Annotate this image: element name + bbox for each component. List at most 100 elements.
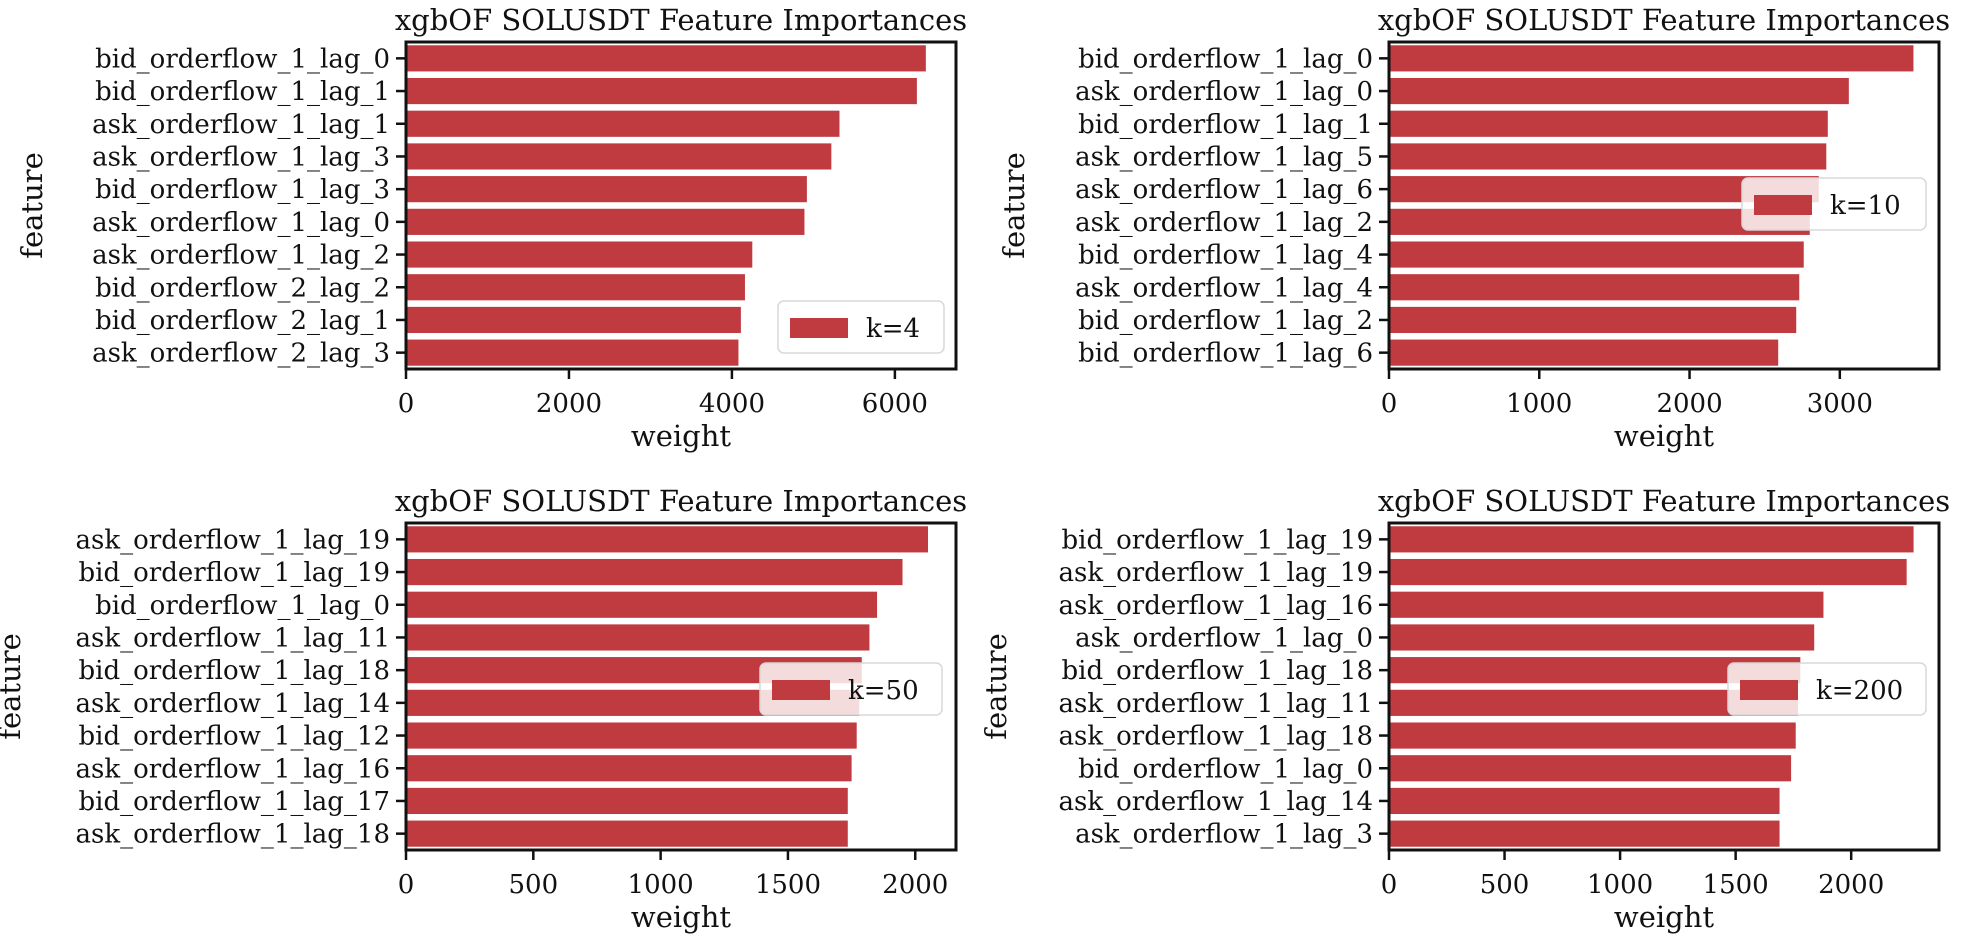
y-axis-label: feature <box>15 152 49 259</box>
y-axis-label: feature <box>997 152 1031 259</box>
y-tick-label: ask_orderflow_1_lag_3 <box>1075 820 1373 850</box>
bar <box>406 241 753 268</box>
y-tick-label: bid_orderflow_1_lag_0 <box>1078 44 1373 74</box>
x-tick-label: 0 <box>1381 870 1398 900</box>
chart-title: xgbOF SOLUSDT Feature Importances <box>1378 484 1950 518</box>
bar <box>1389 306 1797 334</box>
x-axis-label: weight <box>1614 419 1715 453</box>
y-tick-label: bid_orderflow_1_lag_12 <box>79 722 390 752</box>
bar <box>406 45 926 72</box>
x-tick-label: 0 <box>398 870 415 900</box>
bar <box>1389 45 1914 72</box>
x-tick-label: 1000 <box>628 870 694 900</box>
y-tick-label: ask_orderflow_1_lag_16 <box>1059 591 1373 621</box>
y-tick-label: bid_orderflow_2_lag_1 <box>95 306 390 336</box>
bar <box>406 624 870 651</box>
x-tick-label: 1000 <box>1506 389 1572 419</box>
y-tick-label: bid_orderflow_1_lag_6 <box>1078 339 1373 369</box>
y-tick-label: bid_orderflow_1_lag_1 <box>95 77 390 107</box>
legend: k=200 <box>1727 662 1927 716</box>
bar <box>1389 208 1810 235</box>
y-axis-label: feature <box>0 633 27 740</box>
x-tick-label: 2000 <box>1656 389 1722 419</box>
y-tick-label: ask_orderflow_1_lag_14 <box>76 689 390 719</box>
y-tick-label: ask_orderflow_1_lag_11 <box>1059 689 1373 719</box>
bar <box>1389 77 1849 105</box>
legend: k=50 <box>759 662 943 716</box>
legend: k=4 <box>777 300 945 354</box>
y-tick-label: ask_orderflow_1_lag_1 <box>92 110 390 140</box>
y-tick-label: bid_orderflow_1_lag_17 <box>79 787 390 817</box>
bar <box>1389 755 1792 782</box>
x-axis-label: weight <box>631 900 732 934</box>
y-tick-label: ask_orderflow_1_lag_0 <box>1075 77 1373 107</box>
axes-frame <box>1387 40 1941 371</box>
chart-panel-4: xgbOF SOLUSDT Feature Importancesbid_ord… <box>979 484 1950 934</box>
y-tick-label: ask_orderflow_1_lag_16 <box>76 754 390 784</box>
y-tick-label: ask_orderflow_1_lag_4 <box>1075 273 1373 303</box>
chart-panel-1: xgbOF SOLUSDT Feature Importances bid_ord… <box>15 3 967 453</box>
legend-label: k=10 <box>1830 191 1901 221</box>
axes-frame <box>404 521 958 852</box>
x-tick-label: 1500 <box>755 870 821 900</box>
y-tick-label: bid_orderflow_1_lag_2 <box>1078 306 1373 336</box>
bar <box>406 77 917 105</box>
legend: k=10 <box>1741 177 1927 231</box>
legend-box <box>777 300 945 354</box>
bar <box>1389 624 1815 651</box>
y-tick-label: ask_orderflow_1_lag_18 <box>76 820 390 850</box>
bar <box>1389 558 1907 586</box>
legend-box <box>759 662 943 716</box>
chart-title: xgbOF SOLUSDT Feature Importances <box>395 3 967 37</box>
y-tick-label: ask_orderflow_1_lag_19 <box>76 525 390 555</box>
legend-swatch <box>772 680 830 700</box>
y-tick-label: bid_orderflow_1_lag_4 <box>1078 241 1373 271</box>
y-tick-label: bid_orderflow_2_lag_2 <box>95 273 390 303</box>
bar <box>406 820 848 847</box>
bar <box>406 722 857 749</box>
x-tick-label: 4000 <box>699 389 765 419</box>
bar <box>406 274 745 301</box>
x-tick-label: 6000 <box>862 389 928 419</box>
legend-swatch <box>1740 680 1798 700</box>
y-tick-label: ask_orderflow_1_lag_11 <box>76 623 390 653</box>
legend-box <box>1741 177 1927 231</box>
legend-label: k=4 <box>866 314 920 344</box>
x-tick-label: 2000 <box>1818 870 1884 900</box>
x-tick-label: 500 <box>1480 870 1530 900</box>
legend-label: k=200 <box>1816 676 1903 706</box>
chart-title: xgbOF SOLUSDT Feature Importances <box>1378 3 1950 37</box>
x-tick-label: 2000 <box>536 389 602 419</box>
bar <box>1389 722 1796 749</box>
x-tick-label: 0 <box>398 389 415 419</box>
y-tick-label: bid_orderflow_1_lag_18 <box>79 656 390 686</box>
legend-swatch <box>790 318 848 338</box>
bar <box>406 526 928 553</box>
bar <box>406 339 739 366</box>
bar <box>406 110 840 137</box>
legend-swatch <box>1754 195 1812 215</box>
axes-frame <box>1387 521 1941 852</box>
y-tick-label: bid_orderflow_1_lag_1 <box>1078 110 1373 140</box>
bar <box>1389 339 1779 366</box>
bar <box>1389 591 1824 618</box>
bar <box>406 208 805 235</box>
y-tick-label: ask_orderflow_1_lag_0 <box>92 208 390 238</box>
y-tick-label: ask_orderflow_1_lag_2 <box>1075 208 1373 238</box>
y-tick-label: ask_orderflow_1_lag_5 <box>1075 142 1373 172</box>
bar <box>1389 143 1827 170</box>
bar <box>1389 526 1914 553</box>
chart-panel-3: xgbOF SOLUSDT Feature Importancesask_ord… <box>0 484 967 934</box>
y-tick-label: ask_orderflow_2_lag_3 <box>92 339 390 369</box>
x-tick-label: 0 <box>1381 389 1398 419</box>
bar <box>1389 110 1828 137</box>
y-axis-label: feature <box>979 633 1013 740</box>
chart-title: xgbOF SOLUSDT Feature Importances <box>395 484 967 518</box>
y-tick-label: ask_orderflow_1_lag_6 <box>1075 175 1373 205</box>
y-tick-label: bid_orderflow_1_lag_0 <box>95 591 390 621</box>
axes-frame <box>404 40 958 371</box>
y-tick-label: ask_orderflow_1_lag_14 <box>1059 787 1373 817</box>
x-axis-label: weight <box>1614 900 1715 934</box>
bar <box>406 787 848 815</box>
x-tick-label: 1000 <box>1587 870 1653 900</box>
